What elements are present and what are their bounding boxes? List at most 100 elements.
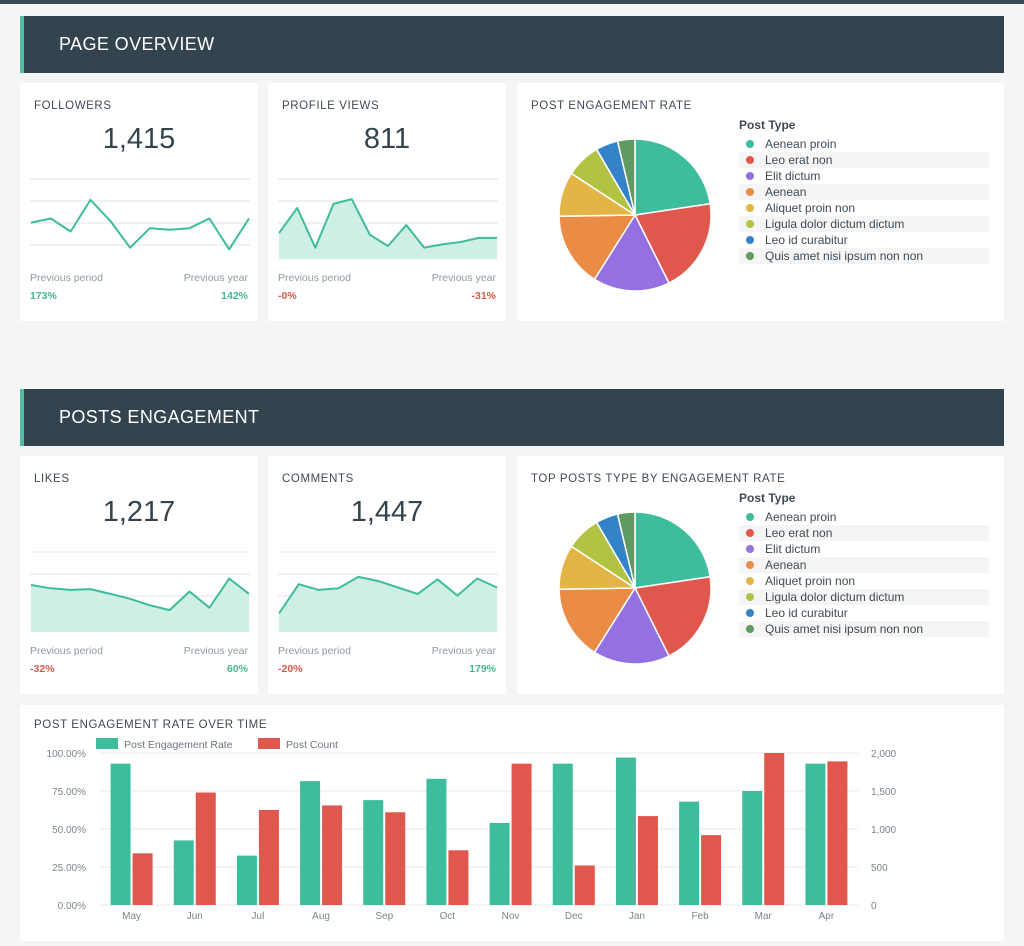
comments-value: 1,447: [350, 496, 424, 528]
previous-year-value: 142%: [221, 290, 248, 302]
engagement-rate-bar: [805, 763, 826, 905]
chart-legend-swatch: [258, 738, 280, 749]
legend-label: Leo erat non: [765, 526, 833, 540]
likes-card: LIKES 1,217 Previous period Previous yea…: [20, 456, 258, 694]
sparkline-line: [278, 575, 498, 614]
legend-item: Aenean: [739, 184, 989, 200]
previous-period-value: 173%: [30, 290, 57, 302]
legend-item: Leo id curabitur: [739, 232, 989, 248]
engagement-rate-bar: [173, 840, 194, 905]
legend-item: Ligula dolor dictum dictum: [739, 589, 989, 605]
legend-item: Quis amet nisi ipsum non non: [739, 621, 989, 637]
legend-swatch: [746, 252, 754, 260]
legend-item: Elit dictum: [739, 168, 989, 184]
engagement-rate-bar: [489, 822, 510, 905]
previous-period-value: -32%: [30, 663, 55, 675]
sparkline-line: [30, 577, 250, 612]
sparkline-line: [30, 198, 250, 251]
post-count-bar: [448, 850, 469, 905]
legend-item: Aenean: [739, 557, 989, 573]
post-engagement-rate-card: POST ENGAGEMENT RATE Post Type Aenean pr…: [517, 83, 1004, 321]
section-title: POSTS ENGAGEMENT: [59, 407, 260, 427]
post-engagement-pie: [558, 138, 712, 292]
x-axis-tick-label: Feb: [691, 911, 709, 922]
pie-slice: [593, 586, 670, 665]
legend-swatch: [746, 561, 754, 569]
post-count-bar: [132, 853, 153, 905]
previous-period-value: -0%: [278, 290, 297, 302]
post-count-bar: [701, 835, 722, 905]
followers-card: FOLLOWERS 1,415 Previous period Previous…: [20, 83, 258, 321]
legend-items: Aenean proin Leo erat non Elit dictum Aenea…: [739, 136, 989, 264]
legend-label: Elit dictum: [765, 542, 821, 556]
legend-swatch: [746, 545, 754, 553]
sparkline-area: [31, 578, 249, 632]
followers-sparkline: [30, 178, 250, 251]
legend-item: Aenean proin: [739, 136, 989, 152]
posts-engagement-header: POSTS ENGAGEMENT: [20, 389, 1004, 446]
engagement-rate-bar: [300, 781, 321, 905]
legend-label: Aenean proin: [765, 137, 837, 151]
engagement-over-time-card: POST ENGAGEMENT RATE OVER TIME Post Engag…: [20, 705, 1004, 941]
previous-period-label: Previous period: [278, 645, 351, 657]
legend-label: Aliquet proin non: [765, 201, 856, 215]
engagement-over-time-chart: POST ENGAGEMENT RATE OVER TIME Post Engag…: [34, 719, 896, 922]
left-axis-tick-label: 0.00%: [58, 901, 86, 912]
right-axis-tick-label: 2,000: [871, 749, 896, 760]
likes-value: 1,217: [102, 496, 176, 528]
previous-year-label: Previous year: [183, 272, 248, 284]
legend-item: Leo erat non: [739, 525, 989, 541]
left-axis-tick-label: 100.00%: [47, 749, 87, 760]
pie-slice: [633, 202, 712, 285]
card-title: POST ENGAGEMENT RATE: [531, 100, 692, 112]
legend-label: Quis amet nisi ipsum non non: [765, 249, 924, 263]
engagement-rate-bar: [426, 778, 447, 905]
post-count-bar: [637, 816, 658, 905]
legend-label: Aenean proin: [765, 510, 837, 524]
comments-sparkline: [278, 551, 498, 632]
sparkline-area: [279, 199, 497, 259]
previous-year-value: -31%: [471, 290, 496, 302]
legend-swatch: [746, 236, 754, 244]
previous-period-label: Previous period: [278, 272, 351, 284]
legend-swatch: [746, 220, 754, 228]
pie-slice: [558, 214, 637, 281]
post-count-bar: [574, 865, 595, 905]
profile-views-sparkline: [278, 178, 498, 259]
engagement-rate-bar: [615, 757, 636, 905]
engagement-rate-bar: [110, 763, 131, 905]
previous-year-value: 60%: [226, 663, 248, 675]
legend-swatch: [746, 140, 754, 148]
post-count-bar: [764, 753, 785, 905]
legend-swatch: [746, 204, 754, 212]
pie-legend: Post Type Aenean proin Leo erat non Elit d…: [739, 491, 989, 637]
previous-year-label: Previous year: [183, 645, 248, 657]
followers-value: 1,415: [102, 123, 176, 155]
legend-swatch: [746, 513, 754, 521]
section-title: PAGE OVERVIEW: [59, 34, 215, 54]
legend-label: Aliquet proin non: [765, 574, 856, 588]
legend-item: Ligula dolor dictum dictum: [739, 216, 989, 232]
pie-slice: [558, 587, 637, 654]
sparkline-area: [279, 576, 497, 632]
legend-label: Aenean: [765, 558, 807, 572]
legend-item: Elit dictum: [739, 541, 989, 557]
legend-label: Ligula dolor dictum dictum: [765, 217, 905, 231]
top-posts-type-card: TOP POSTS TYPE BY ENGAGEMENT RATE Post T…: [517, 456, 1004, 694]
legend-label: Quis amet nisi ipsum non non: [765, 622, 924, 636]
legend-swatch: [746, 188, 754, 196]
right-axis-tick-label: 1,500: [871, 787, 896, 798]
profile-views-card: PROFILE VIEWS 811 Previous period Previo…: [268, 83, 506, 321]
legend-swatch: [746, 156, 754, 164]
likes-sparkline: [30, 551, 250, 632]
x-axis-tick-label: Jul: [252, 911, 265, 922]
x-axis-tick-label: Sep: [375, 911, 393, 922]
chart-legend-label: Post Engagement Rate: [124, 739, 233, 751]
card-title: LIKES: [34, 473, 70, 485]
previous-period-label: Previous period: [30, 645, 103, 657]
profile-views-value: 811: [363, 123, 411, 155]
engagement-rate-bar: [363, 800, 384, 905]
page-overview-header: PAGE OVERVIEW: [20, 16, 1004, 73]
legend-label: Leo id curabitur: [765, 606, 848, 620]
x-axis-tick-label: Nov: [502, 911, 520, 922]
